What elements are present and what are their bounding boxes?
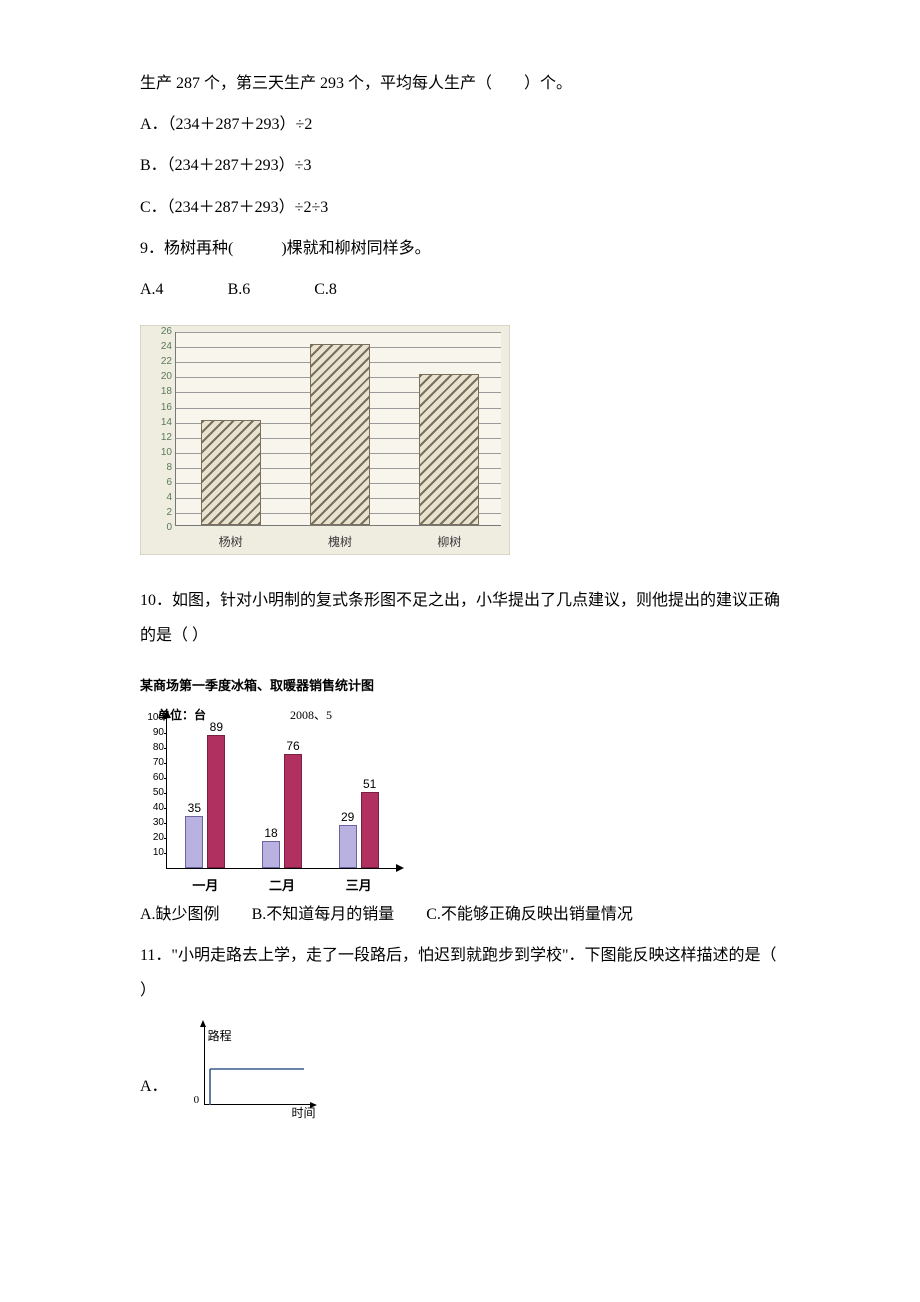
q9-optB: B.6 <box>228 272 251 307</box>
q10-ytick: 20 <box>153 833 164 843</box>
q9-ytick: 18 <box>161 387 172 397</box>
q11-optA-label: A． <box>140 1069 168 1106</box>
q10-xcat: 三月 <box>346 872 372 901</box>
q10-bar <box>361 792 379 869</box>
q9-ytick: 2 <box>166 508 172 518</box>
q10-bar <box>339 825 357 869</box>
q9-ytick: 26 <box>161 327 172 337</box>
q9-xcat: 柳树 <box>437 529 461 555</box>
q9-ytick: 10 <box>161 448 172 458</box>
q10-value-label: 76 <box>286 740 299 752</box>
q10-ytick: 90 <box>153 728 164 738</box>
q10-bar <box>284 754 302 868</box>
q9-ytick: 16 <box>161 403 172 413</box>
q9-ytick: 4 <box>166 493 172 503</box>
q11-origin: 0 <box>194 1088 200 1112</box>
q9-xcat: 杨树 <box>219 529 243 555</box>
q10-ytick: 30 <box>153 818 164 828</box>
q9-optC: C.8 <box>314 272 337 307</box>
q9-options: A.4 B.6 C.8 <box>140 272 780 307</box>
q9-ytick: 0 <box>166 523 172 533</box>
q8-line1: 生产 287 个，第三天生产 293 个，平均每人生产（ ）个。 <box>140 66 780 101</box>
q10-value-label: 51 <box>363 778 376 790</box>
q8-optC: C．（234＋287＋293）÷2÷3 <box>140 190 780 225</box>
q10-value-label: 35 <box>188 802 201 814</box>
q10-value-label: 29 <box>341 811 354 823</box>
q10-text: 10．如图，针对小明制的复式条形图不足之出，小华提出了几点建议，则他提出的建议正… <box>140 583 780 653</box>
q10-bar <box>207 735 225 869</box>
q11-text: 11．"小明走路去上学，走了一段路后，怕迟到就跑步到学校"．下图能反映这样描述的… <box>140 938 780 1008</box>
q10-xcat: 二月 <box>269 872 295 901</box>
q10-ytick: 80 <box>153 743 164 753</box>
q10-optB: B.不知道每月的销量 <box>252 897 395 932</box>
q8-optB: B．（234＋287＋293）÷3 <box>140 148 780 183</box>
q10-options: A.缺少图例 B.不知道每月的销量 C.不能够正确反映出销量情况 <box>140 897 780 932</box>
q8-optA: A．（234＋287＋293）÷2 <box>140 107 780 142</box>
q9-ytick: 8 <box>166 463 172 473</box>
q10-value-label: 18 <box>264 827 277 839</box>
q9-ytick: 6 <box>166 478 172 488</box>
q9-ytick: 20 <box>161 372 172 382</box>
q10-ytick: 10 <box>153 848 164 858</box>
q9-ytick: 12 <box>161 433 172 443</box>
q10-ytick: 40 <box>153 803 164 813</box>
q10-value-label: 89 <box>210 721 223 733</box>
q9-bar <box>310 344 370 525</box>
q9-xcat: 槐树 <box>328 529 352 555</box>
q10-bar <box>262 841 280 868</box>
q9-text: 9．杨树再种( )棵就和柳树同样多。 <box>140 231 780 266</box>
q10-ytick: 70 <box>153 758 164 768</box>
q10-chart: 某商场第一季度冰箱、取暖器销售统计图 单位：台 2008、5 102030405… <box>140 672 780 870</box>
q10-ytick: 100 <box>147 713 164 723</box>
q9-ytick: 24 <box>161 342 172 352</box>
q9-bar <box>419 374 479 525</box>
q10-ytick: 60 <box>153 773 164 783</box>
q9-ytick: 14 <box>161 418 172 428</box>
q11-chart: 路程 时间 0 <box>174 1027 314 1107</box>
q11-optA: A． 路程 时间 0 <box>140 1015 780 1107</box>
q10-ytick: 50 <box>153 788 164 798</box>
q9-ytick: 22 <box>161 357 172 367</box>
q9-chart: 02468101214161820222426杨树槐树柳树 <box>140 325 780 555</box>
q9-bar <box>201 420 261 526</box>
q10-chart-title: 某商场第一季度冰箱、取暖器销售统计图 <box>140 672 400 701</box>
q9-optA: A.4 <box>140 272 164 307</box>
q10-bar <box>185 816 203 869</box>
q10-optA: A.缺少图例 <box>140 897 220 932</box>
q10-xcat: 一月 <box>192 872 218 901</box>
q10-optC: C.不能够正确反映出销量情况 <box>426 897 633 932</box>
